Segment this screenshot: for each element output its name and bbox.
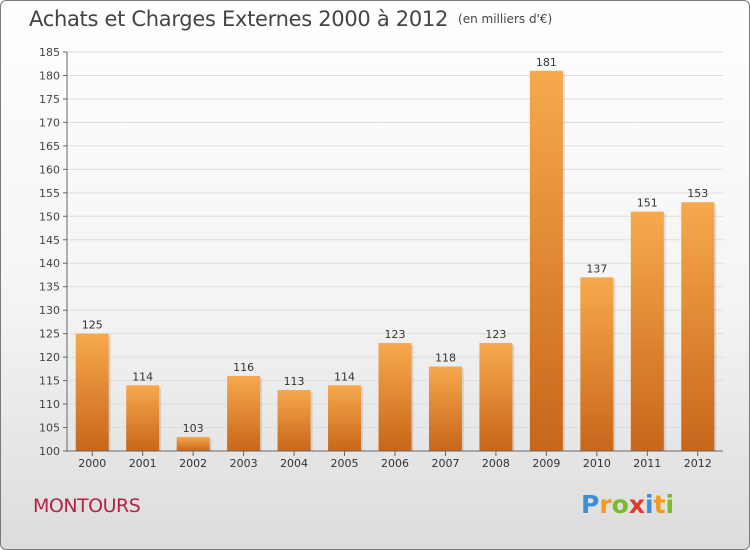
data-label: 151	[637, 197, 658, 210]
y-tick-label: 115	[39, 375, 60, 388]
bar-2007	[428, 366, 462, 451]
y-tick-label: 145	[39, 234, 60, 247]
bar-2009	[529, 70, 563, 451]
y-tick-label: 135	[39, 281, 60, 294]
y-tick-label: 100	[39, 445, 60, 458]
bar-2008	[479, 343, 513, 451]
y-tick-label: 125	[39, 328, 60, 341]
y-tick-label: 185	[39, 46, 60, 59]
x-tick-label: 2004	[280, 457, 308, 470]
bar-2004	[277, 389, 311, 451]
data-label: 137	[586, 262, 607, 275]
unit-label: (en milliers d'€)	[458, 12, 553, 26]
y-tick-label: 175	[39, 93, 60, 106]
bars: 125 114 103 116 113 114 123 118 123 181 137 151 153	[75, 56, 717, 451]
data-label: 123	[385, 328, 406, 341]
bar-2010	[580, 277, 614, 451]
x-tick-label: 2012	[684, 457, 712, 470]
data-label: 116	[233, 361, 254, 374]
data-label: 123	[485, 328, 506, 341]
axes: 100 105 110 115 120 125 130 135 140 145 150 155 160 1…	[39, 46, 723, 470]
data-label: 118	[435, 352, 456, 365]
y-tick-label: 150	[39, 210, 60, 223]
bar-2000	[75, 333, 109, 451]
y-tick-label: 160	[39, 163, 60, 176]
x-tick-label: 2002	[179, 457, 207, 470]
y-tick-label: 105	[39, 422, 60, 435]
data-label: 113	[284, 375, 305, 388]
logo-letter: r	[599, 490, 612, 519]
x-tick-label: 2003	[230, 457, 258, 470]
y-tick-label: 140	[39, 257, 60, 270]
x-tick-label: 2011	[633, 457, 661, 470]
data-label: 114	[132, 370, 153, 383]
y-tick-label: 170	[39, 116, 60, 129]
commune-name: MONTOURS	[33, 495, 141, 517]
y-tick-label: 155	[39, 187, 60, 200]
logo-letter: i	[645, 490, 654, 519]
logo-letter: P	[581, 490, 600, 519]
logo-letter: x	[628, 490, 645, 519]
logo-letter: o	[611, 490, 629, 519]
chart-title: Achats et Charges Externes 2000 à 2012 (e…	[29, 7, 552, 31]
y-tick-label: 110	[39, 398, 60, 411]
bar-2001	[126, 385, 160, 451]
bar-2006	[378, 343, 412, 451]
y-tick-label: 120	[39, 351, 60, 364]
data-label: 103	[183, 422, 204, 435]
x-tick-label: 2006	[381, 457, 409, 470]
y-tick-label: 180	[39, 69, 60, 82]
proxiti-logo: Proxiti	[581, 490, 674, 519]
data-label: 114	[334, 370, 355, 383]
y-tick-label: 165	[39, 140, 60, 153]
bar-2005	[328, 385, 362, 451]
x-tick-label: 2007	[431, 457, 459, 470]
data-label: 181	[536, 56, 557, 69]
x-tick-label: 2005	[331, 457, 359, 470]
bar-2003	[227, 375, 261, 451]
y-tick-label: 130	[39, 304, 60, 317]
logo-letter: i	[665, 490, 675, 519]
title-text: Achats et Charges Externes 2000 à 2012	[29, 7, 449, 31]
data-label: 125	[82, 319, 103, 332]
x-tick-label: 2000	[78, 457, 106, 470]
x-tick-label: 2010	[583, 457, 611, 470]
x-tick-label: 2008	[482, 457, 510, 470]
bar-2011	[630, 211, 664, 451]
bar-2012	[681, 202, 715, 451]
logo-letter: t	[653, 490, 666, 519]
x-tick-label: 2009	[532, 457, 560, 470]
data-label: 153	[687, 187, 708, 200]
bar-2002	[176, 436, 210, 451]
x-tick-label: 2001	[129, 457, 157, 470]
